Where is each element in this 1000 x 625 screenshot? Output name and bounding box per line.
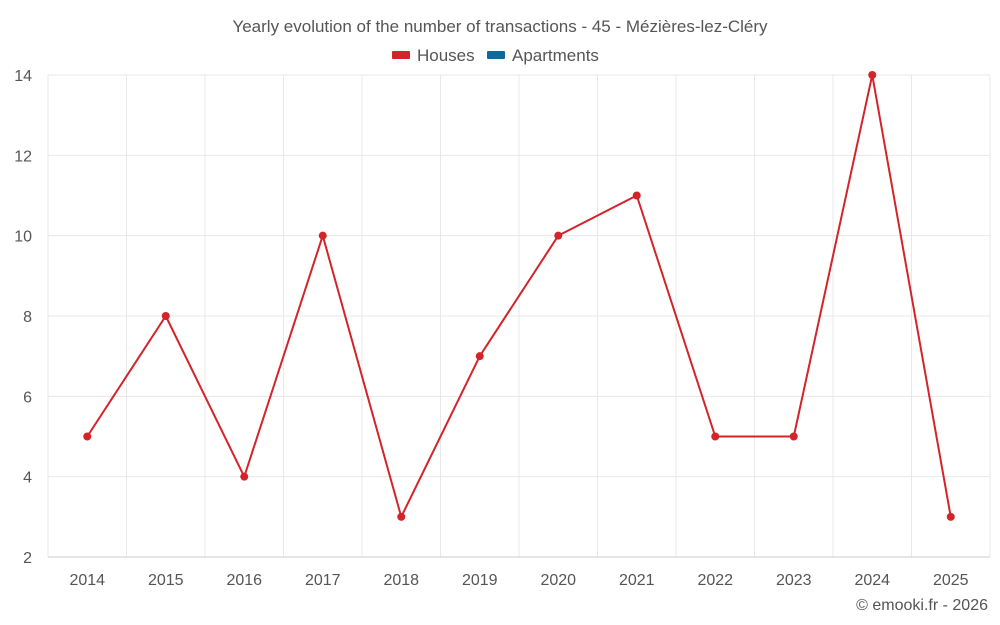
credit-text: © emooki.fr - 2026	[856, 597, 988, 614]
y-tick-label: 2	[23, 550, 32, 567]
legend-item-houses[interactable]: Houses	[392, 46, 475, 65]
y-axis-labels: 2 4 6 8 10 12 14	[14, 68, 32, 567]
legend-label-apartments: Apartments	[512, 46, 599, 65]
legend-item-apartments[interactable]: Apartments	[487, 46, 599, 65]
x-tick-label: 2025	[933, 572, 969, 589]
x-tick-label: 2018	[383, 572, 419, 589]
y-tick-label: 8	[23, 309, 32, 326]
houses-point-2015[interactable]	[161, 312, 170, 320]
x-tick-label: 2017	[305, 572, 341, 589]
houses-point-2020[interactable]	[554, 231, 563, 240]
x-tick-label: 2021	[619, 572, 655, 589]
y-tick-label: 4	[23, 470, 32, 487]
x-tick-label: 2022	[697, 572, 733, 589]
x-tick-label: 2024	[854, 572, 890, 589]
y-tick-label: 6	[23, 389, 32, 406]
houses-line	[86, 74, 952, 518]
x-axis-labels: 2014 2015 2016 2017 2018 2019 2020 2021 2022 2023…	[69, 572, 968, 589]
houses-point-2017[interactable]	[318, 231, 327, 240]
houses-point-2019[interactable]	[475, 352, 484, 361]
legend-label-houses: Houses	[417, 46, 475, 65]
y-tick-label: 12	[14, 148, 32, 165]
y-tick-label: 14	[14, 68, 32, 85]
houses-point-2014[interactable]	[83, 432, 92, 441]
x-gridlines	[47, 75, 991, 557]
chart-title: Yearly evolution of the number of transa…	[232, 17, 768, 36]
x-tick-label: 2015	[148, 572, 184, 589]
x-tick-label: 2016	[226, 572, 262, 589]
legend: Houses Apartments	[392, 46, 599, 65]
houses-point-2018[interactable]	[397, 512, 406, 521]
y-tick-label: 10	[14, 229, 32, 246]
houses-point-2024[interactable]	[868, 71, 877, 79]
houses-point-2023[interactable]	[789, 432, 798, 441]
x-tick-label: 2014	[69, 572, 105, 589]
houses-point-2016[interactable]	[240, 472, 249, 481]
x-tick-label: 2023	[776, 572, 812, 589]
houses-point-2021[interactable]	[632, 191, 641, 200]
legend-swatch-houses	[392, 51, 410, 59]
houses-point-2022[interactable]	[711, 432, 720, 441]
houses-point-2025[interactable]	[946, 512, 955, 521]
x-tick-label: 2020	[540, 572, 576, 589]
legend-swatch-apartments	[487, 51, 505, 59]
x-tick-label: 2019	[462, 572, 498, 589]
series-houses	[83, 71, 955, 521]
